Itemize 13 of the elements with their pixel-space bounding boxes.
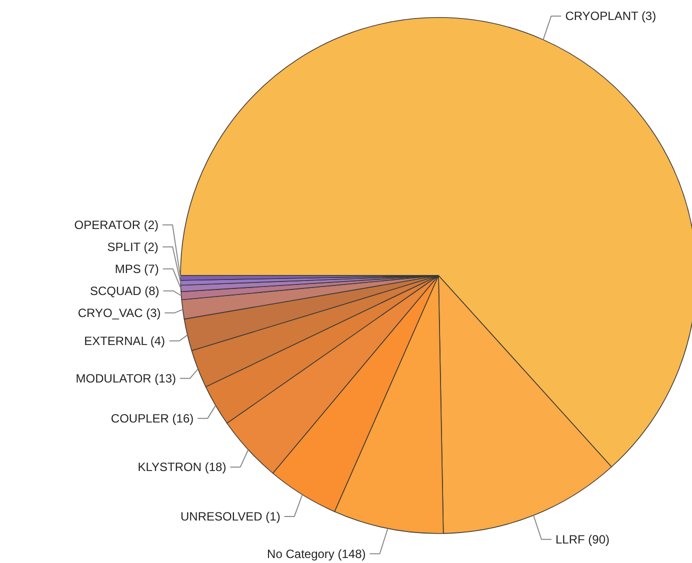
- slice-label: CRYO_VAC (3): [78, 306, 161, 320]
- slice-label: MODULATOR (13): [76, 371, 176, 386]
- slice-label: MPS (7): [114, 262, 159, 276]
- slice-label: CRYOPLANT (3): [565, 9, 656, 24]
- slice-label: OPERATOR (2): [74, 218, 159, 232]
- slice-label: UNRESOLVED (1): [180, 510, 280, 524]
- slice-label: SCQUAD (8): [90, 284, 160, 298]
- slice-label: LLRF (90): [555, 532, 610, 546]
- slice-label: SPLIT (2): [107, 240, 158, 254]
- slice-label: COUPLER (16): [110, 411, 194, 426]
- slice-label: No Category (148): [267, 546, 366, 561]
- slice-label: KLYSTRON (18): [138, 460, 226, 474]
- slice-label: EXTERNAL (4): [84, 334, 165, 348]
